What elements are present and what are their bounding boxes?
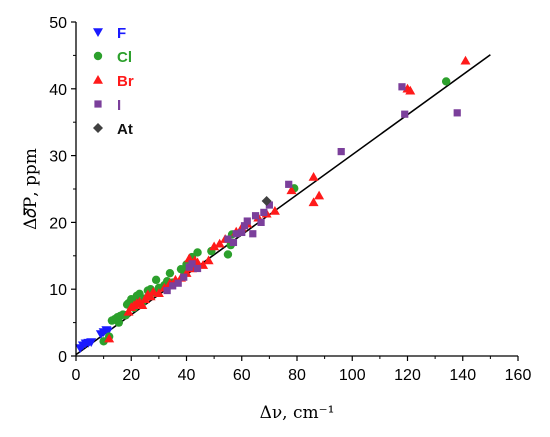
legend-marker-f [93,28,103,37]
data-point-i [193,264,202,273]
data-point-i [398,83,406,91]
x-axis-title: Δν, cm⁻¹ [260,403,335,423]
data-point-br [153,288,164,297]
data-point-br [286,185,297,195]
data-point-br [184,253,195,263]
data-point-cl [151,275,161,285]
data-point-br [308,197,319,207]
data-point-i [285,180,293,188]
y-tick-label: 0 [58,349,67,366]
data-point-i [224,235,232,243]
data-point-br [460,55,471,65]
x-tick-label: 140 [449,367,476,384]
data-point-i [249,230,257,238]
data-point-i [337,147,345,156]
data-point-i [180,273,188,281]
data-point-br [137,300,148,309]
legend-label-at: At [117,121,133,138]
y-tick-label: 10 [49,282,67,299]
data-point-br [104,333,115,343]
data-point-br [308,171,319,181]
y-tick-label: 30 [49,149,67,166]
data-point-i [453,109,461,117]
data-point-f [86,338,97,347]
y-tick-label: 40 [49,82,67,99]
y-tick-label: 50 [49,15,67,32]
data-point-cl [99,337,108,346]
data-point-br [269,206,280,215]
legend-label-f: F [117,25,126,42]
data-point-at [261,196,272,207]
data-point-cl [223,250,233,259]
x-tick-label: 0 [72,367,81,384]
x-tick-label: 160 [505,367,532,384]
data-point-cl [193,248,202,257]
data-point-i [238,228,246,237]
x-tick-label: 80 [288,367,306,384]
legend-marker-cl [93,51,103,61]
legend: F Cl Br I At [93,25,134,138]
data-point-br [209,241,220,251]
legend-label-i: I [117,97,121,114]
data-point-br [203,255,214,265]
data-point-cl [441,77,451,86]
data-point-i [401,110,409,118]
x-tick-label: 60 [233,367,251,384]
data-point-f [102,327,113,337]
data-point-i [229,238,238,247]
data-point-br [145,291,156,301]
legend-marker-i [94,100,102,108]
data-point-cl [114,318,124,327]
data-point-br [314,190,325,200]
data-point-i [188,260,196,268]
data-point-i [169,282,177,290]
axes: 0 20 40 60 80 100 120 140 160 0 10 20 30 40 50 [49,15,531,384]
data-point-i [265,201,273,209]
x-tick-label: 120 [394,367,421,384]
fit-line [75,54,491,356]
data-point-br [123,306,134,316]
x-tick-label: 20 [122,367,140,384]
x-tick-label: 40 [178,367,196,384]
data-point-i [232,230,240,238]
y-tick-label: 20 [49,215,67,232]
y-axis-title: Δ𝛿Ƥ, ppm [21,148,41,230]
data-point-cl [135,289,144,299]
data-point-br [405,85,416,95]
data-point-i [174,279,182,287]
legend-marker-at [93,123,103,133]
data-point-br [148,286,159,296]
legend-label-br: Br [117,73,134,90]
data-point-i [243,217,251,225]
legend-marker-br [93,75,103,84]
data-point-i [257,218,265,226]
data-point-i [240,222,249,230]
data-point-br [140,294,151,303]
data-point-cl [165,268,175,278]
data-points [75,55,471,353]
x-tick-label: 100 [339,367,366,384]
legend-label-cl: Cl [117,49,132,66]
data-point-br [214,238,225,248]
data-point-i [260,208,268,216]
data-point-i [251,212,260,220]
data-point-i [163,286,171,295]
